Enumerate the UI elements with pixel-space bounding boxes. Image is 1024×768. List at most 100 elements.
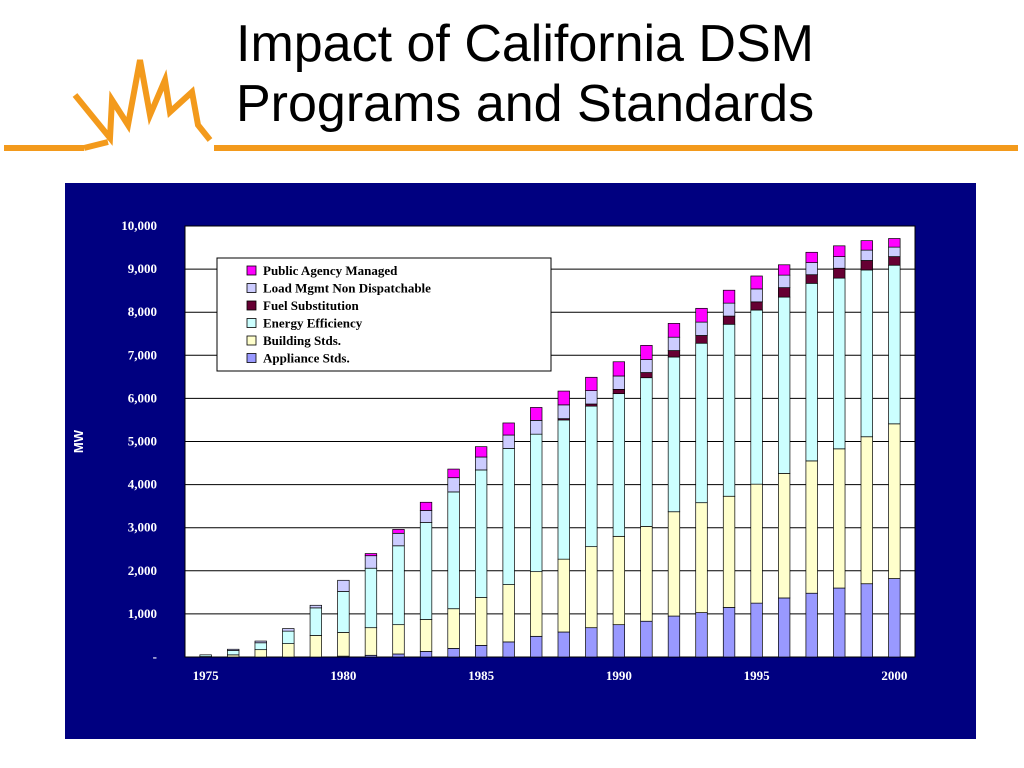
legend-swatch <box>246 300 257 311</box>
legend-swatch <box>246 353 257 363</box>
bar-segment <box>447 608 460 649</box>
bar-segment <box>778 264 791 276</box>
slide-title-line-2: Programs and Standards <box>236 75 815 133</box>
legend-box <box>216 257 552 372</box>
legend-label: Fuel Substitution <box>263 298 359 313</box>
bar-segment <box>309 604 322 609</box>
bar-segment <box>502 422 515 436</box>
bar-segment <box>750 275 763 290</box>
bar-segment <box>447 491 460 610</box>
bar-segment <box>805 282 818 462</box>
y-tick-label: 10,000 <box>121 218 157 233</box>
y-tick-label: 3,000 <box>128 520 157 535</box>
bar-segment <box>640 377 653 527</box>
bar-segment <box>337 579 350 592</box>
bar-segment <box>722 495 736 608</box>
x-tick-label: 1975 <box>193 668 220 683</box>
bar-segment <box>309 607 322 636</box>
bar-segment <box>667 350 681 358</box>
bar-segment <box>474 446 488 458</box>
bar-segment <box>778 287 791 298</box>
bar-segment <box>364 567 378 629</box>
bar-segment <box>254 649 267 658</box>
bar-segment <box>254 640 267 644</box>
bar-segment <box>612 361 626 377</box>
bar-segment <box>447 477 460 493</box>
bar-segment <box>227 650 240 656</box>
x-tick-label: 1995 <box>744 668 771 683</box>
bar-segment <box>833 256 846 269</box>
legend-label: Load Mgmt Non Dispatchable <box>263 281 431 296</box>
bar-segment <box>254 642 267 651</box>
bar-segment <box>805 274 818 284</box>
bar-segment <box>474 597 488 646</box>
legend-swatch <box>246 335 257 346</box>
bar-segment <box>612 624 626 658</box>
bar-segment <box>392 529 405 534</box>
bar-segment <box>640 359 653 373</box>
bar-segment <box>667 323 681 338</box>
bar-segment <box>888 423 901 579</box>
bar-segment <box>364 627 378 656</box>
bar-segment <box>502 584 515 643</box>
bar-segment <box>805 592 818 658</box>
bar-segment <box>447 468 460 479</box>
bar-segment <box>833 245 846 257</box>
bar-segment <box>585 405 598 548</box>
legend-label: Public Agency Managed <box>263 263 398 278</box>
bar-segment <box>667 356 681 513</box>
bar-segment <box>364 555 378 569</box>
bar-segment <box>419 522 433 620</box>
bar-segment <box>474 456 488 471</box>
bar-segment <box>860 583 873 658</box>
bar-segment <box>640 372 653 379</box>
y-tick-label: 5,000 <box>128 434 157 449</box>
legend-label: Appliance Stds. <box>263 351 350 366</box>
bar-segment <box>667 511 681 617</box>
chart-panel: - 1,000 2,000 3,000 4,000 5,000 6,000 7,000 8,00… <box>65 183 976 739</box>
bar-segment <box>805 460 818 594</box>
bar-segment <box>778 473 791 599</box>
bar-segment <box>640 345 653 360</box>
bar-segment <box>337 591 350 633</box>
bar-segment <box>474 645 488 658</box>
legend-label: Building Stds. <box>263 333 341 348</box>
bar-segment <box>667 615 681 658</box>
bar-segment <box>860 240 873 251</box>
y-tick-label: 7,000 <box>128 347 157 362</box>
bar-segment <box>530 407 543 421</box>
y-axis-label: MW <box>71 429 86 453</box>
bar-segment <box>282 630 295 644</box>
bar-segment <box>585 627 598 658</box>
legend-label: Energy Efficiency <box>263 316 363 331</box>
bar-segment <box>750 483 763 604</box>
bar-segment <box>722 607 736 658</box>
bar-segment <box>722 302 736 317</box>
bar-segment <box>474 469 488 598</box>
bar-segment <box>695 307 708 323</box>
bar-segment <box>860 249 873 261</box>
bar-segment <box>309 635 322 658</box>
bar-segment <box>778 597 791 658</box>
y-tick-label: 8,000 <box>128 304 157 319</box>
y-tick-label: 9,000 <box>128 261 157 276</box>
bar-segment <box>199 654 212 657</box>
bar-segment <box>530 420 543 435</box>
bar-segment <box>750 602 763 658</box>
bar-segment <box>888 238 901 248</box>
bar-segment <box>888 256 901 266</box>
bar-segment <box>585 546 598 629</box>
bar-segment <box>722 289 736 304</box>
bar-segment <box>392 545 405 626</box>
bar-segment <box>612 393 626 537</box>
bar-segment <box>888 246 901 257</box>
legend-swatch <box>246 283 257 293</box>
x-tick-label: 1985 <box>468 668 495 683</box>
bar-segment <box>502 641 515 658</box>
bar-segment <box>695 321 708 336</box>
bar-segment <box>530 433 543 573</box>
bar-segment <box>612 375 626 390</box>
bar-segment <box>530 635 543 658</box>
bar-segment <box>695 342 708 504</box>
bar-segment <box>750 288 763 303</box>
